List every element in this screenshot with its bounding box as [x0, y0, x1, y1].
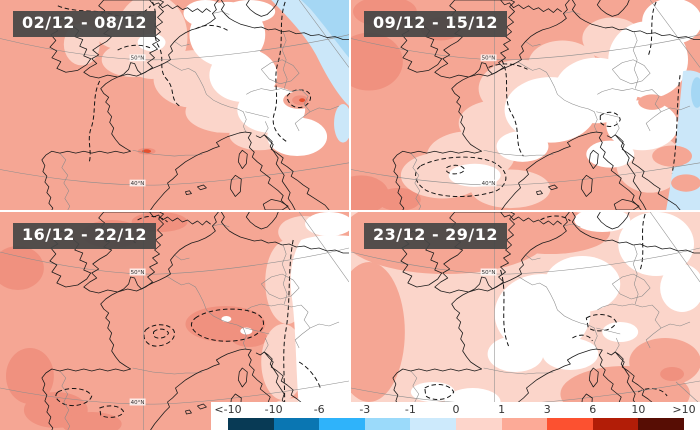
legend-tick-label: 0 [452, 403, 460, 416]
legend-tick-label: -6 [313, 403, 325, 416]
legend-tick-label: 1 [498, 403, 506, 416]
legend-color-segment [592, 418, 639, 430]
map-panel-week4: 50°N 23/12 - 29/12 [351, 212, 700, 430]
legend-tick-label: -3 [359, 403, 371, 416]
legend-tick-label: -1 [404, 403, 416, 416]
legend-color-segment [364, 418, 411, 430]
date-range-label-week3: 16/12 - 22/12 [13, 223, 157, 249]
svg-text:40°N: 40°N [482, 181, 496, 187]
svg-text:40°N: 40°N [131, 181, 145, 187]
svg-text:40°N: 40°N [131, 400, 145, 406]
legend-colorbar [228, 418, 684, 430]
svg-text:50°N: 50°N [482, 270, 496, 276]
map-panel-week3: 50°N 40°N 16/12 - 22/12 [0, 212, 349, 430]
legend-color-segment [547, 418, 593, 430]
legend-color-segment [455, 418, 502, 430]
date-range-label-week2: 09/12 - 15/12 [364, 11, 508, 37]
anomaly-color-legend: <-10 -10 -6 -3 -1 0 1 3 6 10 >10 [211, 402, 700, 430]
legend-color-segment [638, 418, 684, 430]
legend-color-segment [501, 418, 548, 430]
latitude-labels: 50°N 40°N [129, 268, 146, 406]
legend-color-segment [273, 418, 320, 430]
map-panel-week2: 50°N 40°N 09/12 - 15/12 [351, 0, 700, 210]
date-range-label-week1: 02/12 - 08/12 [13, 11, 157, 37]
map-panel-week1: 50°N 40°N 02/12 - 08/12 [0, 0, 349, 210]
latitude-labels: 50°N [480, 268, 497, 276]
graticule-extra-meridian [675, 381, 700, 404]
legend-color-segment [410, 418, 456, 430]
legend-tick-label: 3 [543, 403, 551, 416]
anomaly-contours [415, 1, 681, 197]
legend-tick-label: 6 [589, 403, 597, 416]
legend-color-segment [228, 418, 274, 430]
legend-tick-label: >10 [672, 403, 696, 416]
legend-tick-label: -10 [264, 403, 283, 416]
latitude-labels: 50°N 40°N [480, 54, 497, 187]
legend-tick-label: <-10 [214, 403, 242, 416]
legend-color-segment [319, 418, 365, 430]
svg-text:50°N: 50°N [131, 56, 145, 62]
svg-text:50°N: 50°N [482, 56, 496, 62]
svg-text:50°N: 50°N [131, 270, 145, 276]
latitude-labels: 50°N 40°N [129, 54, 146, 187]
legend-tick-label: 10 [631, 403, 646, 416]
date-range-label-week4: 23/12 - 29/12 [364, 223, 508, 249]
